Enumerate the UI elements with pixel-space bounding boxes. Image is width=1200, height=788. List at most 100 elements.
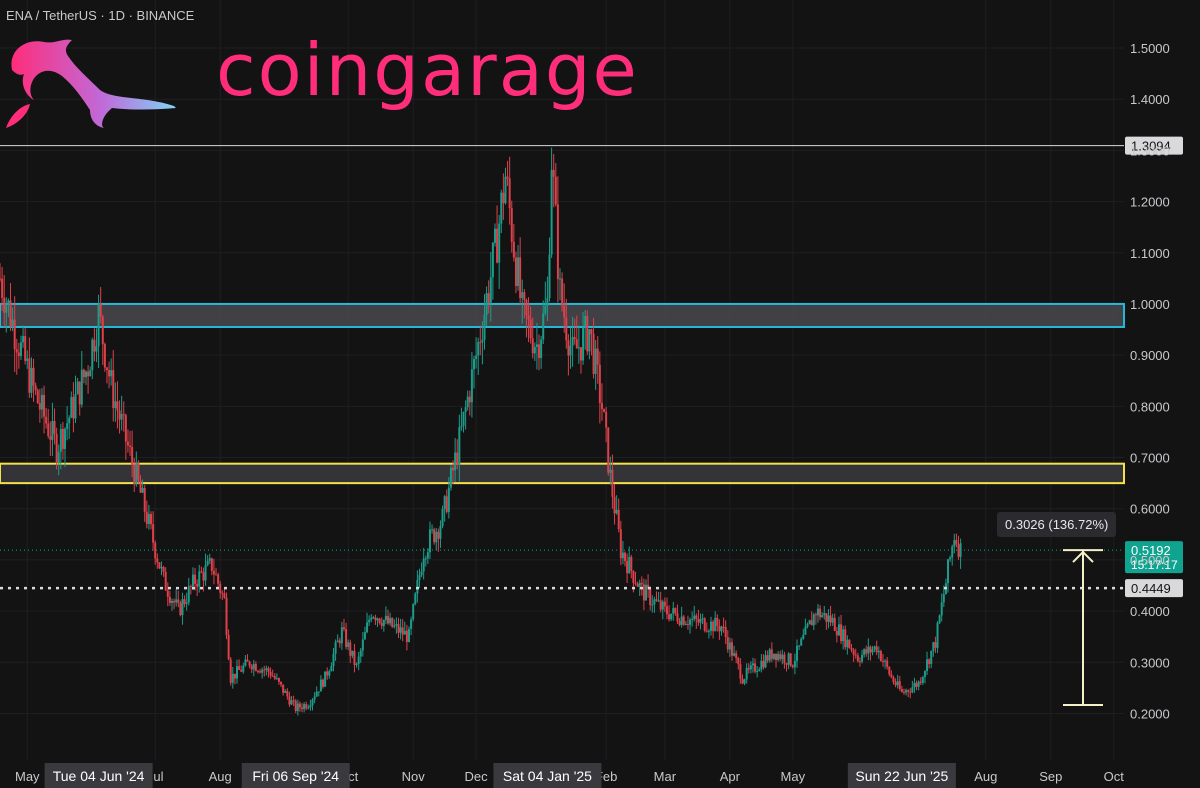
candle-body	[124, 415, 127, 442]
candle-body	[32, 367, 35, 386]
candle-body	[663, 601, 666, 607]
candle-body	[120, 414, 123, 420]
candle-body	[340, 627, 343, 644]
candle-body	[129, 445, 132, 447]
candle-body	[525, 299, 528, 316]
candle-body	[324, 671, 327, 687]
candle-body	[95, 346, 98, 352]
candle-body	[443, 496, 446, 509]
candle-body	[630, 556, 633, 571]
candle-body	[626, 561, 629, 574]
candle-body	[554, 176, 557, 205]
x-tick-label: May	[781, 769, 806, 784]
candle-body	[934, 642, 937, 648]
candle-body	[745, 668, 748, 680]
candle-body	[621, 552, 624, 559]
candle-body	[435, 531, 438, 543]
candle-body	[565, 317, 568, 341]
candle-body	[888, 666, 891, 675]
candle-body	[420, 571, 423, 576]
candle-body	[498, 223, 501, 263]
candle-body	[764, 655, 767, 668]
candle-body	[252, 663, 255, 670]
candle-body	[229, 659, 232, 683]
candle-body	[890, 674, 893, 678]
highlighted-date: Fri 06 Sep '24	[241, 763, 350, 788]
candle-body	[334, 642, 337, 654]
candle-body	[452, 467, 455, 471]
candle-body	[680, 616, 683, 625]
candle-body	[110, 370, 113, 377]
candle-body	[546, 298, 549, 306]
candle-body	[705, 630, 708, 632]
highlighted-date: Sun 22 Jun '25	[847, 763, 956, 788]
candle-body	[1, 278, 4, 298]
candle-body	[315, 691, 318, 697]
candle-body	[238, 666, 241, 670]
candle-body	[72, 397, 75, 419]
y-tick-label: 0.2000	[1130, 707, 1170, 722]
candle-body	[739, 664, 742, 679]
candle-body	[819, 608, 822, 618]
hline-label-bg	[1125, 136, 1183, 155]
candle-body	[823, 613, 826, 616]
candle-body	[481, 339, 484, 343]
candle-body	[93, 339, 96, 352]
y-tick-label: 1.5000	[1130, 41, 1170, 56]
candle-body	[74, 393, 77, 419]
candle-body	[328, 671, 331, 676]
candle-body	[68, 417, 71, 424]
candle-body	[84, 371, 87, 378]
candle-body	[303, 704, 306, 710]
candle-body	[617, 509, 620, 530]
candle-body	[905, 690, 908, 693]
candle-body	[40, 394, 43, 410]
candle-body	[36, 390, 39, 404]
candle-body	[533, 346, 536, 354]
candle-body	[131, 446, 134, 465]
candle-body	[779, 654, 782, 660]
logo-text: coingarage	[216, 28, 639, 112]
candle-body	[223, 593, 226, 598]
candle-body	[290, 700, 293, 705]
candle-body	[898, 681, 901, 689]
y-tick-label: 1.1000	[1130, 246, 1170, 261]
candle-body	[410, 619, 413, 629]
candle-body	[250, 665, 253, 670]
candle-body	[368, 619, 371, 623]
candle-body	[166, 590, 169, 597]
y-tick-label: 0.6000	[1130, 502, 1170, 517]
candle-body	[11, 319, 14, 327]
x-tick-label: Apr	[720, 769, 741, 784]
candle-body	[301, 707, 304, 710]
candle-body	[189, 586, 192, 588]
candle-body	[796, 645, 799, 661]
candle-body	[489, 277, 492, 303]
candle-body	[691, 619, 694, 621]
candle-body	[913, 683, 916, 688]
candle-body	[292, 700, 295, 702]
candle-body	[550, 169, 553, 255]
candle-body	[405, 630, 408, 642]
candle-body	[846, 639, 849, 648]
y-tick-label: 0.8000	[1130, 399, 1170, 414]
candle-body	[78, 381, 81, 405]
candle-body	[321, 679, 324, 687]
candle-body	[812, 614, 815, 626]
candle-body	[366, 622, 369, 633]
candle-body	[896, 681, 899, 686]
candle-body	[793, 660, 796, 668]
candle-body	[594, 348, 597, 374]
candle-body	[538, 344, 541, 358]
candle-body	[879, 651, 882, 661]
candle-body	[877, 651, 880, 653]
candle-body	[777, 654, 780, 660]
candle-body	[540, 339, 543, 358]
candle-body	[147, 513, 150, 524]
candle-body	[561, 278, 564, 306]
candle-body	[508, 178, 511, 209]
candle-body	[902, 691, 905, 693]
candle-body	[611, 469, 614, 497]
